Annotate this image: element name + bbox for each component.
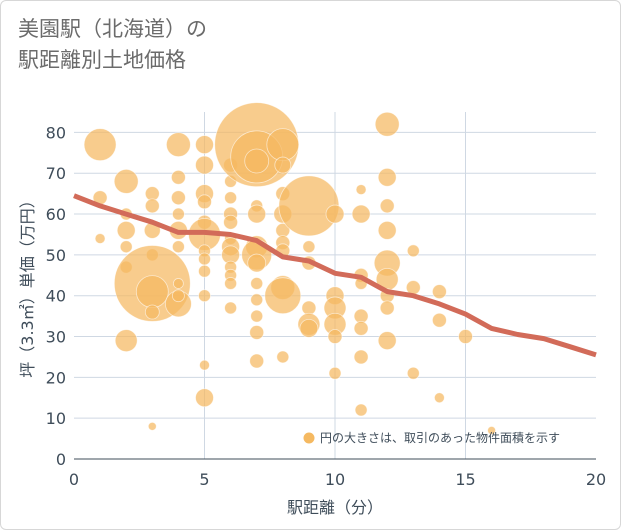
data-bubble: [458, 329, 473, 344]
data-bubble: [377, 220, 397, 240]
x-tick-label: 20: [586, 470, 606, 489]
data-bubble: [247, 204, 267, 224]
data-bubble: [351, 204, 371, 224]
data-bubble: [249, 353, 265, 369]
data-bubble: [406, 366, 420, 380]
data-bubble: [147, 421, 157, 431]
y-tick-labels: 0 10 20 30 40 50 60 70 80: [46, 123, 66, 469]
data-bubble: [195, 135, 214, 155]
data-bubble: [431, 312, 447, 328]
data-bubble: [327, 329, 343, 344]
y-tick-label: 50: [46, 246, 66, 265]
data-bubble: [299, 318, 319, 338]
chart-title-line1: 美園駅（北海道）の: [18, 17, 207, 41]
y-tick-label: 70: [46, 164, 66, 183]
data-bubble: [171, 240, 185, 254]
data-bubble: [328, 366, 342, 380]
data-bubble: [355, 184, 367, 195]
data-bubble: [224, 191, 238, 205]
data-bubble: [197, 194, 212, 210]
data-bubble: [433, 392, 445, 404]
legend-text: 円の大きさは、取引のあった物件面積を示す: [320, 430, 560, 445]
y-tick-label: 0: [56, 450, 66, 469]
data-bubble: [274, 156, 292, 174]
legend: 円の大きさは、取引のあった物件面積を示す: [303, 430, 560, 445]
data-bubble: [119, 240, 133, 254]
data-bubble: [244, 148, 270, 174]
data-bubble: [171, 289, 185, 303]
data-bubble: [114, 329, 138, 353]
data-bubble: [250, 277, 264, 290]
y-tick-label: 10: [46, 409, 66, 428]
x-tick-label: 5: [199, 470, 209, 489]
data-bubble: [278, 175, 340, 237]
data-bubble: [379, 198, 395, 214]
data-bubble: [266, 128, 300, 162]
y-tick-label: 60: [46, 205, 66, 224]
data-bubble: [199, 359, 210, 371]
chart-title-line2: 駅距離別土地価格: [18, 48, 186, 72]
data-bubble: [377, 167, 397, 187]
legend-bubble-icon: [303, 432, 315, 444]
data-bubble: [354, 403, 368, 417]
data-bubble: [116, 220, 136, 240]
data-bubble: [144, 304, 160, 320]
x-tick-label: 15: [455, 470, 475, 489]
data-bubble: [377, 331, 397, 351]
data-bubble: [94, 233, 106, 244]
data-bubble: [172, 278, 184, 289]
chart-title: 美園駅（北海道）の 駅距離別土地価格: [18, 14, 207, 76]
data-bubble: [83, 128, 117, 162]
data-bubble: [353, 320, 369, 336]
data-bubble: [431, 284, 447, 300]
data-bubble: [195, 388, 214, 408]
data-bubble: [247, 253, 267, 273]
data-bubble: [198, 289, 211, 303]
data-bubble: [276, 350, 290, 364]
data-bubble: [195, 155, 214, 175]
data-bubble: [170, 190, 186, 206]
data-bubble: [171, 207, 185, 221]
y-axis-title: 坪（3.3㎡）単価（万円）: [18, 192, 37, 377]
data-bubble: [250, 309, 264, 323]
data-bubble: [135, 275, 169, 309]
data-bubble: [353, 349, 369, 365]
data-bubble: [224, 301, 238, 315]
x-axis-title: 駅距離（分）: [287, 498, 383, 517]
data-bubble: [302, 240, 316, 254]
data-bubble: [301, 300, 317, 316]
data-bubble: [113, 168, 139, 194]
data-bubble: [264, 277, 302, 315]
y-tick-label: 80: [46, 123, 66, 142]
data-bubble: [165, 132, 191, 158]
data-bubble: [170, 169, 186, 185]
x-tick-labels: 0 5 10 15 20: [69, 470, 606, 489]
data-bubble: [198, 264, 211, 278]
data-bubble: [198, 252, 211, 266]
data-bubble: [144, 198, 160, 214]
y-tick-label: 40: [46, 287, 66, 306]
bubbles: [83, 102, 497, 435]
data-bubble: [224, 277, 238, 290]
data-bubble: [249, 325, 265, 340]
data-bubble: [487, 426, 497, 435]
y-tick-label: 30: [46, 328, 66, 347]
trend-line: [73, 193, 597, 358]
data-bubble: [223, 214, 239, 230]
data-bubble: [406, 244, 420, 258]
data-bubble: [374, 111, 400, 137]
data-bubble: [379, 300, 395, 316]
x-tick-label: 0: [69, 470, 79, 489]
data-bubble: [250, 293, 264, 307]
y-tick-label: 20: [46, 368, 66, 387]
x-tick-label: 10: [325, 470, 345, 489]
data-bubble: [325, 204, 345, 224]
